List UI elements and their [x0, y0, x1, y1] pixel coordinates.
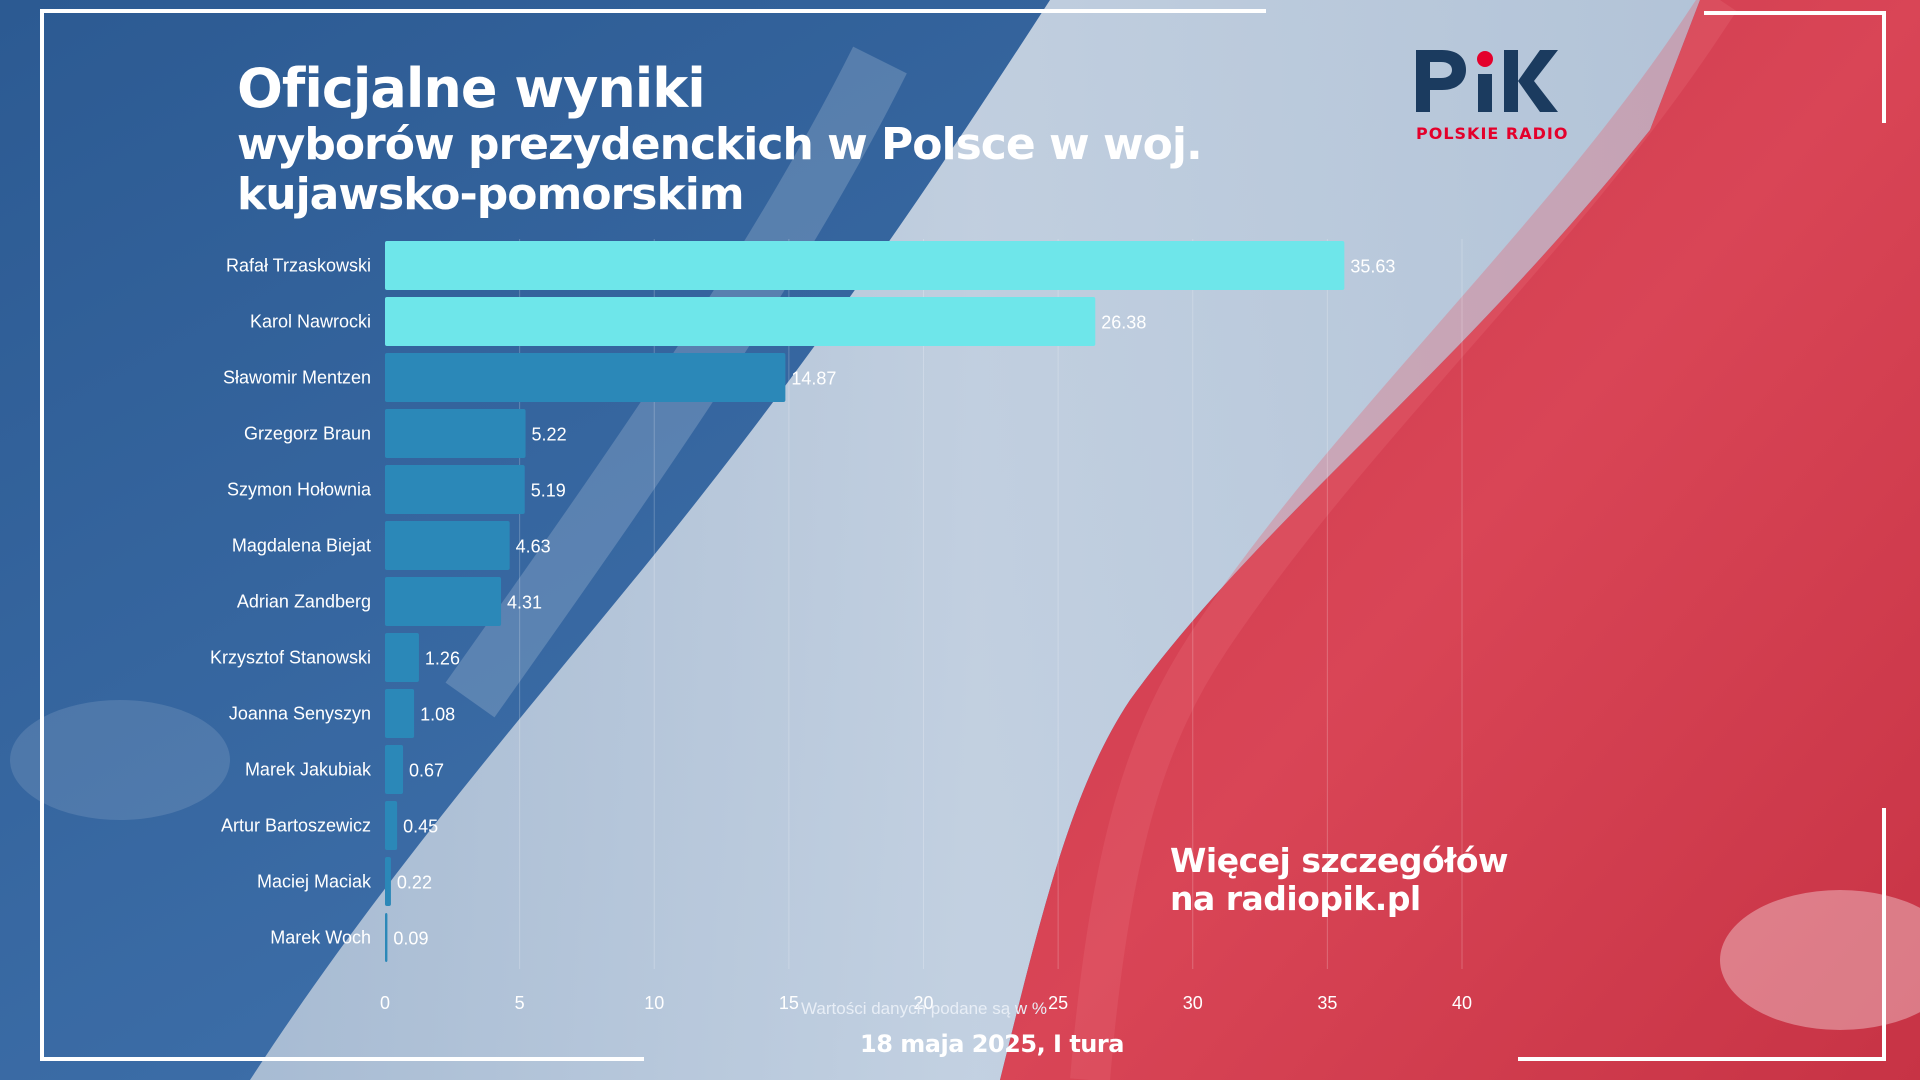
pik-logo	[1416, 50, 1558, 112]
frame-left	[40, 9, 44, 1060]
title-line-3: kujawsko-pomorskim	[237, 169, 745, 220]
category-label: Grzegorz Braun	[244, 424, 371, 444]
value-label: 4.31	[507, 593, 542, 613]
bar	[385, 409, 526, 458]
bar	[385, 297, 1096, 346]
x-tick-label: 35	[1317, 993, 1337, 1013]
page-title: Oficjalne wyniki wyborów prezydenckich w…	[237, 57, 1203, 220]
title-line-2: wyborów prezydenckich w Polsce w woj.	[237, 119, 1203, 170]
frame-bottom-left	[40, 1057, 644, 1061]
x-tick-label: 5	[515, 993, 525, 1013]
value-label: 1.26	[425, 649, 460, 669]
bar	[385, 913, 388, 962]
bars	[385, 241, 1345, 962]
title-line-1: Oficjalne wyniki	[237, 57, 706, 120]
x-tick-label: 10	[644, 993, 664, 1013]
bar	[385, 353, 786, 402]
category-label: Rafał Trzaskowski	[226, 256, 371, 276]
promo-line-2: na radiopik.pl	[1170, 879, 1421, 918]
category-label: Marek Woch	[270, 928, 371, 948]
bar	[385, 857, 391, 906]
bar	[385, 689, 415, 738]
value-label: 35.63	[1350, 257, 1395, 277]
x-tick-label: 0	[380, 993, 390, 1013]
category-label: Magdalena Biejat	[232, 536, 371, 556]
promo-text: Więcej szczegółów na radiopik.pl	[1170, 841, 1509, 918]
bar	[385, 521, 510, 570]
category-labels: Rafał Trzaskowski Karol Nawrocki Sławomir …	[210, 256, 372, 948]
bar	[385, 465, 525, 514]
category-label: Maciej Maciak	[257, 872, 372, 892]
category-label: Joanna Senyszyn	[229, 704, 371, 724]
value-label: 14.87	[791, 369, 836, 389]
bar	[385, 577, 502, 626]
value-label: 0.45	[403, 817, 438, 837]
frame-bottom-right	[1518, 1057, 1886, 1061]
x-axis-label: Wartości danych podane są w %	[801, 999, 1047, 1018]
value-label: 4.63	[516, 537, 551, 557]
value-label: 0.22	[397, 873, 432, 893]
logo-subtitle: POLSKIE RADIO	[1416, 124, 1569, 143]
x-tick-label: 40	[1452, 993, 1472, 1013]
value-label: 0.67	[409, 761, 444, 781]
category-label: Artur Bartoszewicz	[221, 816, 371, 836]
category-label: Adrian Zandberg	[237, 592, 371, 612]
category-label: Krzysztof Stanowski	[210, 648, 371, 668]
x-tick-label: 25	[1048, 993, 1068, 1013]
bar	[385, 633, 419, 682]
value-label: 0.09	[393, 929, 428, 949]
x-tick-label: 15	[779, 993, 799, 1013]
category-label: Szymon Hołownia	[227, 480, 372, 500]
frame-right-top	[1882, 11, 1886, 123]
category-label: Marek Jakubiak	[245, 760, 372, 780]
value-labels: 35.63 26.38 14.87 5.22 5.19 4.63 4.31 1.26 1.08 0…	[393, 257, 1395, 949]
category-label: Sławomir Mentzen	[223, 368, 371, 388]
bar	[385, 241, 1345, 290]
frame-top-left	[40, 9, 1266, 13]
x-tick-label: 20	[913, 993, 933, 1013]
frame-top-right	[1704, 11, 1886, 15]
promo-line-1: Więcej szczegółów	[1170, 841, 1509, 880]
value-label: 5.19	[531, 481, 566, 501]
x-tick-label: 30	[1183, 993, 1203, 1013]
bar	[385, 745, 404, 794]
category-label: Karol Nawrocki	[250, 312, 371, 332]
x-axis-ticks: 0 5 10 15 20 25 30 35 40	[380, 993, 1472, 1013]
frame-right-bottom	[1882, 808, 1886, 1061]
election-date: 18 maja 2025, I tura	[860, 1030, 1124, 1058]
value-label: 26.38	[1101, 313, 1146, 333]
value-label: 1.08	[420, 705, 455, 725]
bar	[385, 801, 398, 850]
value-label: 5.22	[532, 425, 567, 445]
